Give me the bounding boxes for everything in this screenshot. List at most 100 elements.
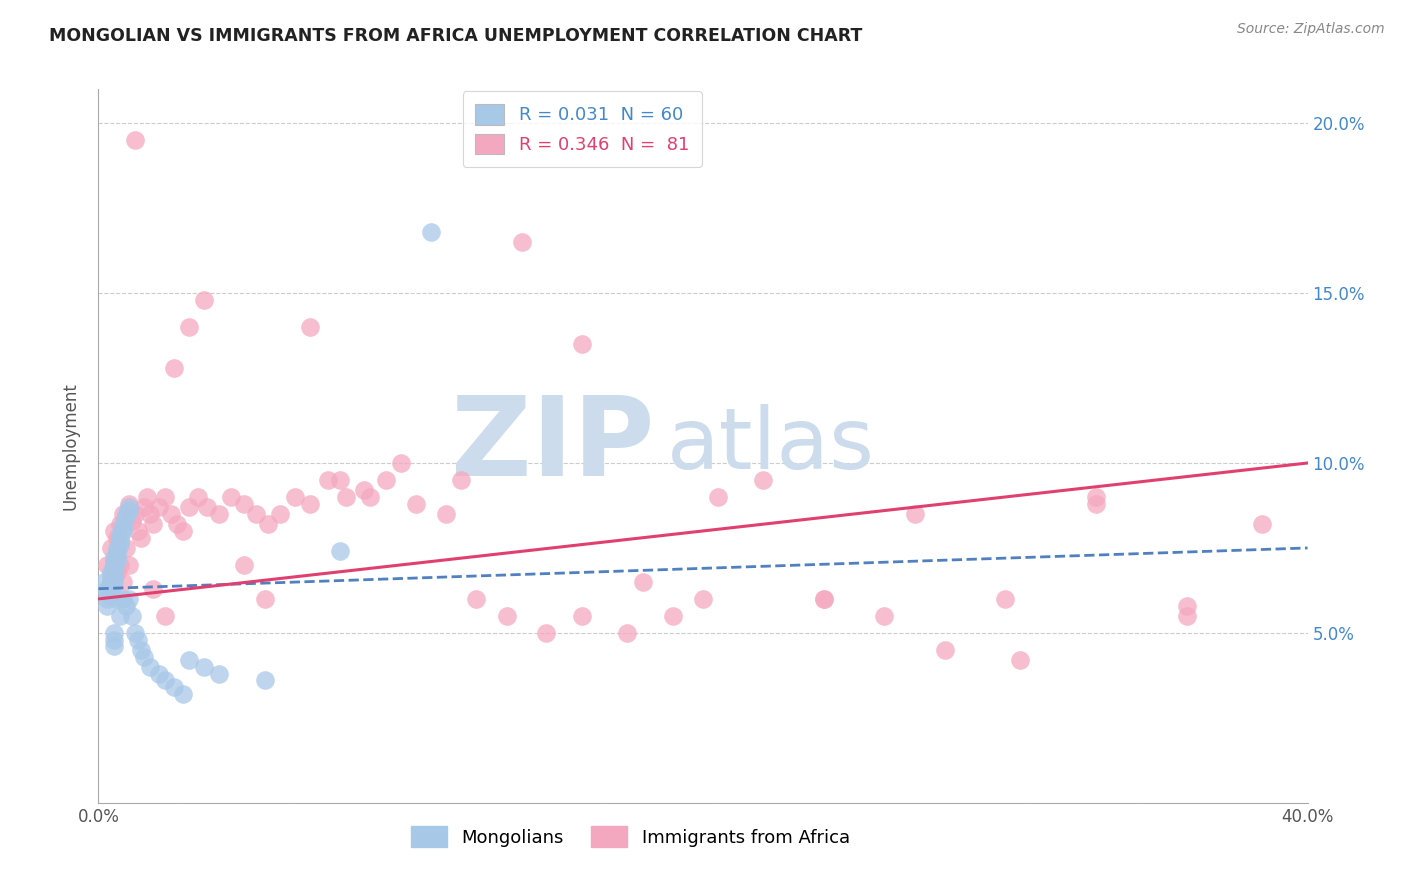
Point: [100, 589, 122, 603]
Point: [103, 555, 125, 569]
Text: MONGOLIAN VS IMMIGRANTS FROM AFRICA UNEMPLOYMENT CORRELATION CHART: MONGOLIAN VS IMMIGRANTS FROM AFRICA UNEM…: [49, 27, 863, 45]
Point: [335, 490, 357, 504]
Point: [221, 490, 243, 504]
Point: [105, 565, 128, 579]
Point: [495, 608, 517, 623]
Point: [105, 531, 128, 545]
Point: [994, 591, 1017, 606]
Point: [193, 660, 215, 674]
Point: [124, 626, 146, 640]
Point: [405, 497, 427, 511]
Point: [160, 507, 183, 521]
Point: [661, 608, 683, 623]
Point: [100, 541, 122, 555]
Point: [374, 473, 396, 487]
Point: [1085, 497, 1108, 511]
Point: [353, 483, 375, 498]
Point: [571, 608, 593, 623]
Point: [105, 555, 128, 569]
Point: [172, 687, 194, 701]
Point: [96, 591, 118, 606]
Point: [450, 473, 472, 487]
Point: [195, 500, 218, 515]
Point: [96, 599, 118, 613]
Point: [329, 473, 352, 487]
Point: [111, 524, 134, 538]
Point: [139, 660, 162, 674]
Point: [179, 320, 201, 334]
Point: [193, 293, 215, 307]
Point: [100, 565, 122, 579]
Point: [103, 565, 125, 579]
Text: Source: ZipAtlas.com: Source: ZipAtlas.com: [1237, 22, 1385, 37]
Point: [100, 582, 122, 596]
Point: [934, 643, 956, 657]
Point: [420, 225, 443, 239]
Point: [631, 574, 654, 589]
Point: [1175, 599, 1198, 613]
Point: [208, 666, 231, 681]
Point: [316, 473, 339, 487]
Point: [108, 534, 131, 549]
Point: [873, 608, 896, 623]
Point: [135, 490, 157, 504]
Point: [299, 320, 322, 334]
Point: [153, 673, 176, 688]
Point: [616, 626, 638, 640]
Point: [245, 507, 267, 521]
Point: [111, 591, 134, 606]
Point: [103, 524, 125, 538]
Point: [105, 551, 128, 566]
Point: [256, 517, 278, 532]
Point: [121, 608, 143, 623]
Point: [103, 558, 125, 572]
Point: [187, 490, 209, 504]
Point: [96, 582, 118, 596]
Point: [179, 653, 201, 667]
Point: [510, 235, 533, 249]
Point: [534, 626, 557, 640]
Point: [103, 640, 125, 654]
Point: [127, 524, 149, 538]
Point: [105, 541, 128, 555]
Point: [692, 591, 714, 606]
Point: [100, 572, 122, 586]
Point: [103, 561, 125, 575]
Point: [1085, 490, 1108, 504]
Point: [105, 544, 128, 558]
Point: [96, 585, 118, 599]
Text: atlas: atlas: [666, 404, 875, 488]
Point: [904, 507, 927, 521]
Text: ZIP: ZIP: [451, 392, 655, 500]
Point: [105, 591, 128, 606]
Point: [111, 517, 134, 532]
Point: [163, 360, 186, 375]
Point: [208, 507, 231, 521]
Point: [121, 514, 143, 528]
Point: [1251, 517, 1274, 532]
Point: [166, 517, 188, 532]
Point: [253, 591, 276, 606]
Point: [103, 632, 125, 647]
Point: [103, 551, 125, 566]
Point: [114, 510, 136, 524]
Point: [114, 507, 136, 521]
Point: [127, 632, 149, 647]
Point: [389, 456, 412, 470]
Point: [118, 591, 141, 606]
Point: [434, 507, 457, 521]
Point: [118, 500, 141, 515]
Legend: Mongolians, Immigrants from Africa: Mongolians, Immigrants from Africa: [404, 819, 858, 855]
Point: [108, 608, 131, 623]
Point: [253, 673, 276, 688]
Point: [813, 591, 835, 606]
Point: [103, 558, 125, 572]
Point: [360, 490, 382, 504]
Point: [465, 591, 488, 606]
Point: [100, 578, 122, 592]
Point: [139, 507, 162, 521]
Point: [299, 497, 322, 511]
Point: [132, 649, 155, 664]
Point: [148, 500, 170, 515]
Point: [108, 531, 131, 545]
